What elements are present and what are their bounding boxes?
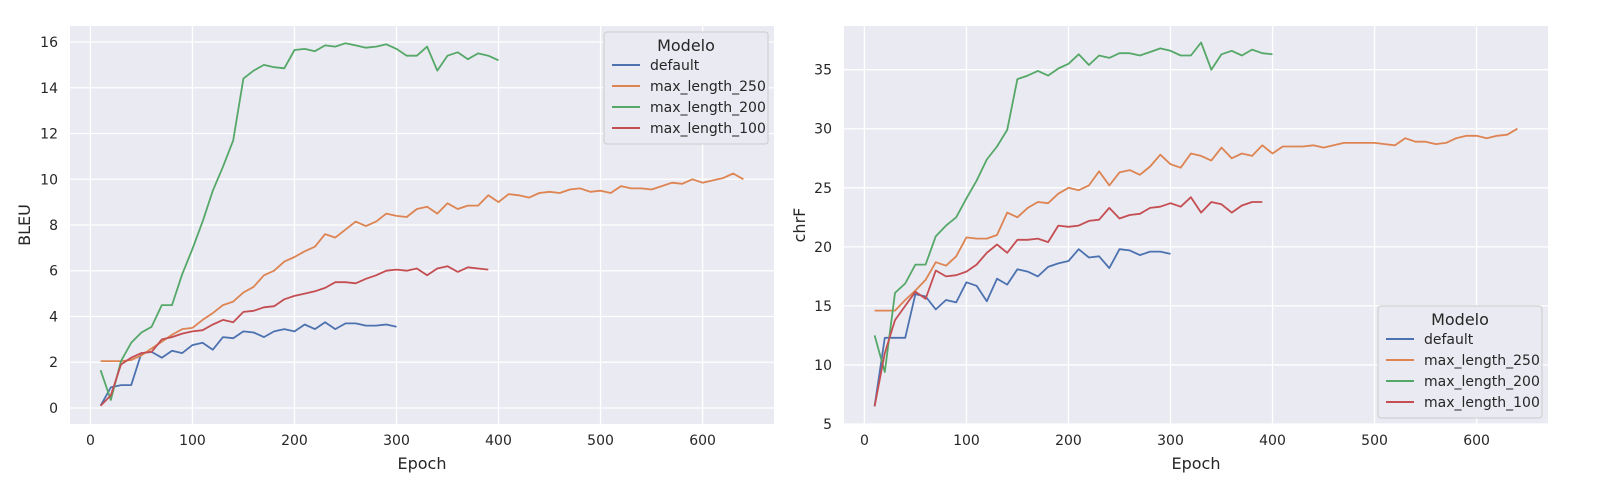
bleu-x-tick-label: 400	[485, 433, 512, 449]
chrf-series-max-length-100-line	[873, 196, 1263, 407]
bleu-legend-label-max-length-200: max_length_200	[650, 100, 766, 116]
bleu-series-lines	[99, 42, 744, 407]
chrf-legend-label-max-length-100: max_length_100	[1424, 395, 1540, 411]
chrf-y-tick-label: 30	[814, 122, 832, 138]
chrf-series-max-length-250-line	[874, 127, 1518, 312]
bleu-y-tick-label: 16	[40, 35, 58, 51]
chrf-legend-label-max-length-200: max_length_200	[1424, 374, 1540, 390]
bleu-legend-items: default max_length_250 max_length_200 max_l…	[612, 58, 766, 137]
bleu-series-max-length-100-line	[99, 265, 489, 407]
bleu-y-tick-label: 14	[40, 81, 58, 97]
bleu-y-tick-label: 2	[49, 355, 58, 371]
bleu-y-tick-label: 6	[49, 264, 58, 280]
chrf-y-tick-label: 15	[814, 299, 832, 315]
chrf-x-tick-label: 0	[860, 433, 869, 449]
bleu-x-tick-label: 0	[86, 433, 95, 449]
bleu-legend-label-max-length-100: max_length_100	[650, 121, 766, 137]
chrf-y-tick-label: 5	[823, 417, 832, 433]
chrf-series-lines	[873, 41, 1518, 407]
chrf-legend-items: default max_length_250 max_length_200 max_l…	[1386, 332, 1540, 411]
chrf-legend-title: Modelo	[1431, 310, 1489, 329]
chrf-legend: Modelo default max_length_250 max_length_2…	[1377, 305, 1543, 419]
chrf-x-tick-label: 500	[1361, 433, 1388, 449]
bleu-y-tick-label: 8	[49, 218, 58, 234]
chrf-series-default-line	[873, 248, 1171, 407]
chrf-x-tick-label: 100	[953, 433, 980, 449]
bleu-y-tick-label: 0	[49, 401, 58, 417]
bleu-legend-label-default: default	[650, 58, 700, 74]
bleu-y-axis-label: BLEU	[15, 204, 34, 246]
bleu-legend-box	[603, 31, 769, 145]
chrf-y-axis-label: chrF	[790, 208, 809, 243]
chrf-series-max-length-200-line	[873, 41, 1273, 373]
bleu-x-tick-label: 200	[281, 433, 308, 449]
bleu-legend: Modelo default max_length_250 max_length_2…	[603, 31, 769, 145]
bleu-x-tick-label: 100	[179, 433, 206, 449]
bleu-x-ticks: 0 100 200 300 400 500 600	[86, 433, 716, 449]
chrf-x-tick-label: 400	[1259, 433, 1286, 449]
bleu-x-tick-label: 300	[383, 433, 410, 449]
bleu-y-tick-label: 4	[49, 309, 58, 325]
chrf-x-tick-label: 300	[1157, 433, 1184, 449]
bleu-legend-label-max-length-250: max_length_250	[650, 79, 766, 95]
bleu-legend-title: Modelo	[657, 36, 715, 55]
chrf-legend-box	[1377, 305, 1543, 419]
chrf-y-tick-label: 25	[814, 181, 832, 197]
chrf-y-tick-label: 10	[814, 358, 832, 374]
bleu-series-max-length-250-line	[100, 172, 744, 363]
bleu-x-axis-label: Epoch	[398, 454, 447, 473]
bleu-y-ticks: 0 2 4 6 8 10 12 14 16	[40, 35, 58, 417]
chrf-legend-label-max-length-250: max_length_250	[1424, 353, 1540, 369]
chrf-x-ticks: 0 100 200 300 400 500 600	[860, 433, 1490, 449]
chrf-x-tick-label: 600	[1463, 433, 1490, 449]
bleu-y-tick-label: 12	[40, 127, 58, 143]
chrf-y-ticks: 5 10 15 20 25 30 35	[814, 63, 832, 433]
bleu-series-max-length-200-line	[99, 42, 499, 401]
bleu-grid	[70, 26, 774, 424]
bleu-y-tick-label: 10	[40, 172, 58, 188]
chrf-y-tick-label: 20	[814, 240, 832, 256]
chrf-x-tick-label: 200	[1055, 433, 1082, 449]
chrf-legend-label-default: default	[1424, 332, 1474, 348]
chrf-y-tick-label: 35	[814, 63, 832, 79]
bleu-x-tick-label: 500	[587, 433, 614, 449]
bleu-x-tick-label: 600	[689, 433, 716, 449]
chrf-x-axis-label: Epoch	[1172, 454, 1221, 473]
